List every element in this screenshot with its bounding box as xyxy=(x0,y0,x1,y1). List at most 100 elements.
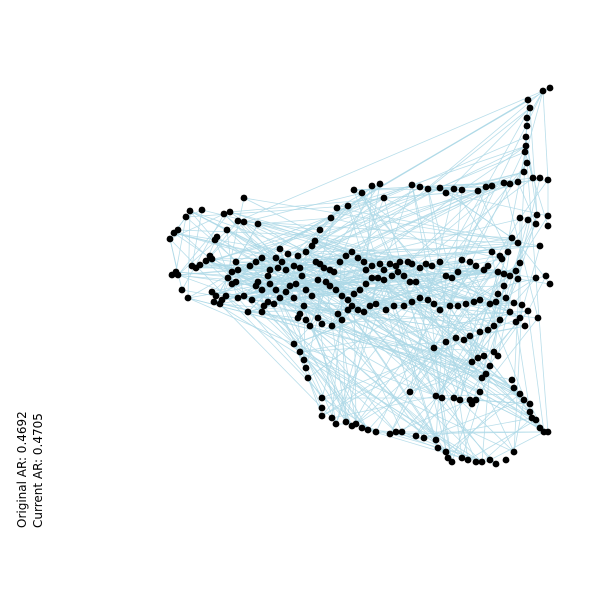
graph-node xyxy=(536,174,544,182)
graph-edge xyxy=(389,391,411,435)
graph-node xyxy=(526,104,534,112)
graph-node xyxy=(186,207,194,215)
graph-node xyxy=(428,262,436,270)
graph-edge xyxy=(187,285,257,299)
graph-node xyxy=(356,286,364,294)
graph-edge xyxy=(261,289,541,429)
graph-node xyxy=(396,258,404,266)
graph-node xyxy=(512,267,520,275)
graph-node xyxy=(290,340,298,348)
graph-node xyxy=(372,428,380,436)
graph-node xyxy=(436,306,444,314)
graph-edge xyxy=(409,299,429,393)
graph-node xyxy=(420,434,428,442)
graph-node xyxy=(294,314,302,322)
graph-node xyxy=(234,294,242,302)
graph-node xyxy=(294,252,302,260)
graph-node xyxy=(500,282,508,290)
graph-edge xyxy=(177,211,231,276)
graph-node xyxy=(284,250,292,258)
graph-node xyxy=(510,299,518,307)
graph-node xyxy=(504,248,512,256)
graph-node xyxy=(320,264,328,272)
graph-node xyxy=(311,237,319,245)
graph-node xyxy=(308,292,316,300)
graph-node xyxy=(523,159,531,167)
graph-node xyxy=(174,271,182,279)
graph-edge xyxy=(435,393,521,397)
graph-edge xyxy=(489,237,513,367)
ar-labels: Original AR: 0.4692 Current AR: 0.4705 xyxy=(15,411,45,528)
graph-node xyxy=(336,258,344,266)
graph-node xyxy=(466,258,474,266)
graph-node xyxy=(516,390,524,398)
graph-node xyxy=(306,322,314,330)
graph-node xyxy=(334,310,342,318)
graph-node xyxy=(506,272,514,280)
graph-edge xyxy=(299,351,483,463)
graph-node xyxy=(514,239,522,247)
graph-node xyxy=(258,254,266,262)
graph-edge xyxy=(169,213,225,240)
graph-node xyxy=(258,308,266,316)
graph-node xyxy=(240,218,248,226)
graph-node xyxy=(482,183,490,191)
graph-node xyxy=(534,314,542,322)
graph-edge xyxy=(526,162,549,433)
graph-node xyxy=(506,308,514,316)
graph-node xyxy=(432,436,440,444)
graph-edge xyxy=(409,365,491,393)
graph-node xyxy=(464,456,472,464)
graph-edge xyxy=(237,220,295,299)
graph-edge xyxy=(317,263,321,319)
graph-node xyxy=(518,301,526,309)
graph-node xyxy=(524,216,532,224)
graph-edge xyxy=(395,431,463,459)
graph-node xyxy=(458,454,466,462)
graph-node xyxy=(486,362,494,370)
graph-node xyxy=(188,262,196,270)
graph-node xyxy=(198,206,206,214)
graph-node xyxy=(514,178,522,186)
graph-edge xyxy=(243,221,481,333)
graph-edge xyxy=(365,185,373,271)
graph-edge xyxy=(247,311,299,319)
graph-node xyxy=(522,133,530,141)
graph-node xyxy=(422,260,430,268)
graph-node xyxy=(506,180,514,188)
graph-node xyxy=(266,280,274,288)
graph-node xyxy=(234,266,242,274)
graph-node xyxy=(302,364,310,372)
graph-node xyxy=(264,272,272,280)
graph-edge xyxy=(485,373,513,381)
graph-edge xyxy=(453,397,463,459)
graph-node xyxy=(264,298,272,306)
graph-node xyxy=(432,392,440,400)
graph-node xyxy=(400,272,408,280)
graph-node xyxy=(350,186,358,194)
graph-node xyxy=(252,258,260,266)
graph-edge xyxy=(411,263,473,405)
graph-edge xyxy=(325,281,347,423)
graph-node xyxy=(302,248,310,256)
graph-edge xyxy=(229,192,447,213)
graph-node xyxy=(494,352,502,360)
graph-edge xyxy=(219,242,519,305)
graph-node xyxy=(462,300,470,308)
graph-node xyxy=(450,394,458,402)
graph-node xyxy=(272,286,280,294)
graph-node xyxy=(212,292,220,300)
graph-edge xyxy=(419,275,447,299)
graph-node xyxy=(394,268,402,276)
graph-node xyxy=(510,448,518,456)
graph-node xyxy=(368,182,376,190)
graph-node xyxy=(532,274,540,282)
graph-node xyxy=(546,280,554,288)
graph-node xyxy=(327,214,335,222)
graph-node xyxy=(350,290,358,298)
graph-edge xyxy=(515,321,531,413)
graph-node xyxy=(372,300,380,308)
graph-node xyxy=(476,296,484,304)
graph-edge xyxy=(411,184,435,305)
